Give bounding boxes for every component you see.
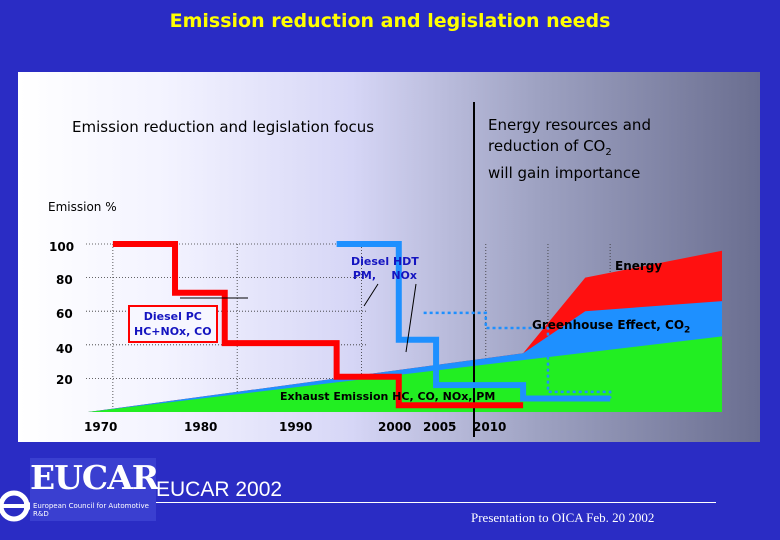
step-line-0 [112,241,524,409]
annotation-diesel-pc-line1: Diesel PC [143,310,202,323]
step-line-2 [423,311,612,399]
pointer-diesel-hdt-1 [363,283,379,307]
x-tick-2010: 2010 [473,420,507,434]
annotation-diesel-hdt-line2: PM, NOx [352,269,417,282]
energy-title-sub: 2 [605,147,612,158]
emission-chart [86,102,722,437]
annotation-exhaust: Exhaust Emission HC, CO, NOx, PM [280,390,496,403]
x-tick-1980: 1980 [184,420,218,434]
x-tick-1990: 1990 [279,420,313,434]
eucar-logo: EUCAR European Council for Automotive R&… [30,458,159,521]
x-tick-2000: 2000 [378,420,412,434]
footer-divider [156,502,716,503]
energy-title-line-1: Energy resources and [488,116,651,134]
energy-resources-title: Energy resources and reduction of CO2 wi… [488,115,651,184]
annotation-diesel-hdt-line1: Diesel HDT [351,255,419,268]
annotation-energy: Energy [615,259,663,273]
pointer-diesel-hdt-2 [405,283,417,353]
eucar-year-label: EUCAR 2002 [156,478,283,501]
energy-title-co: reduction of CO [488,137,606,155]
slide-title: Emission reduction and legislation needs [169,10,611,32]
logo-subtitle: European Council for Automotive R&D [33,502,149,518]
annotation-greenhouse-sub: 2 [684,325,691,336]
y-tick-100: 100 [49,240,75,254]
annotation-diesel-pc-line2: HC+NOx, CO [134,325,212,338]
annotation-diesel-hdt: Diesel HDT PM, NOx [351,255,419,283]
y-tick-20: 20 [56,373,73,387]
step-line-1 [336,241,611,402]
energy-title-line-3: will gain importance [488,164,641,182]
focus-title: Emission reduction and legislation focus [72,118,375,136]
logo-name: EUCAR [30,458,159,497]
annotation-greenhouse: Greenhouse Effect, CO2 [532,318,690,335]
footer-presentation: Presentation to OICA Feb. 20 2002 [471,510,655,525]
y-tick-40: 40 [56,342,73,356]
energy-title-line-2: reduction of CO2 [488,136,651,163]
annotation-greenhouse-text: Greenhouse Effect, CO [532,318,685,332]
y-axis-label: Emission % [48,200,117,214]
annotation-diesel-pc: Diesel PC HC+NOx, CO [128,305,218,343]
e-logo-icon [0,490,34,522]
x-tick-1970: 1970 [84,420,118,434]
y-tick-60: 60 [56,307,73,321]
y-tick-80: 80 [56,273,73,287]
x-tick-2005: 2005 [423,420,457,434]
area-exhaust [88,336,722,412]
chart-panel: Emission reduction and legislation focus… [18,72,760,442]
